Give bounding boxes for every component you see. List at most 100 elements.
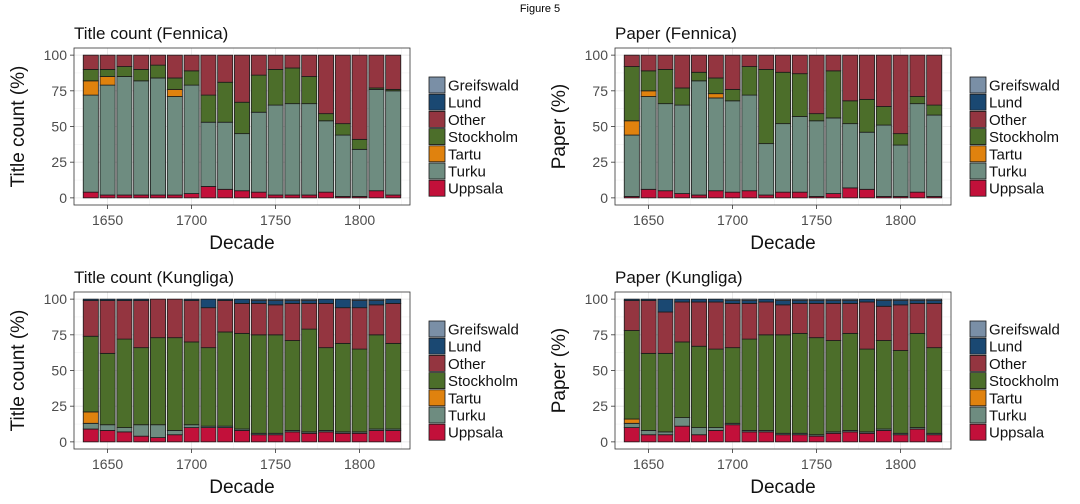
bar-segment-uppsala-1650 bbox=[99, 194, 116, 199]
bar-segment-greifswald-1750 bbox=[267, 298, 284, 301]
bar-segment-uppsala-1720 bbox=[217, 427, 234, 443]
bar-segment-turku-1710 bbox=[741, 94, 758, 192]
bar-segment-uppsala-1660 bbox=[657, 190, 674, 199]
figure-title: Figure 5 bbox=[519, 3, 561, 15]
bar-segment-uppsala-1820 bbox=[385, 194, 402, 199]
bar-segment-turku-1740 bbox=[250, 111, 267, 193]
bars bbox=[82, 54, 402, 199]
bar-segment-other-1640 bbox=[82, 54, 99, 70]
bar-segment-lund-1710 bbox=[741, 300, 758, 304]
bar-segment-other-1770 bbox=[301, 303, 318, 330]
bar-segment-other-1650 bbox=[99, 54, 116, 70]
bar-segment-uppsala-1650 bbox=[99, 430, 116, 443]
bar-segment-other-1760 bbox=[825, 54, 842, 72]
bar-segment-greifswald-1740 bbox=[250, 298, 267, 301]
bar-segment-uppsala-1690 bbox=[707, 190, 724, 199]
legend-label-turku: Turku bbox=[448, 164, 486, 181]
bar-segment-uppsala-1760 bbox=[284, 431, 301, 443]
bar-segment-uppsala-1680 bbox=[691, 194, 707, 199]
bar-segment-stockholm-1790 bbox=[875, 106, 892, 126]
bar-segment-other-1740 bbox=[791, 303, 808, 334]
bar-segment-other-1800 bbox=[892, 304, 909, 351]
bar-segment-tartu-1650 bbox=[99, 76, 116, 86]
y-tick-label: 0 bbox=[59, 190, 67, 206]
bar-segment-uppsala-1760 bbox=[284, 194, 301, 199]
bar-segment-other-1640 bbox=[623, 300, 640, 331]
y-tick-label: 25 bbox=[592, 398, 608, 414]
bar-segment-turku-1730 bbox=[234, 133, 250, 192]
bars bbox=[623, 298, 943, 443]
legend-key-lund bbox=[969, 93, 987, 111]
bar-segment-stockholm-1660 bbox=[657, 352, 674, 433]
bar-segment-greifswald-1800 bbox=[351, 298, 368, 301]
bar-segment-other-1680 bbox=[150, 298, 166, 339]
bar-segment-stockholm-1710 bbox=[741, 338, 758, 431]
bar-segment-uppsala-1790 bbox=[334, 432, 351, 443]
legend-label-other: Other bbox=[448, 356, 486, 373]
bar-segment-turku-1730 bbox=[775, 123, 791, 193]
bar-segment-greifswald-1790 bbox=[875, 298, 892, 301]
bar-segment-uppsala-1750 bbox=[267, 434, 284, 443]
bar-segment-turku-1780 bbox=[318, 120, 334, 193]
bar-segment-lund-1680 bbox=[691, 298, 707, 303]
bar-segment-uppsala-1730 bbox=[234, 430, 250, 443]
bar-segment-stockholm-1790 bbox=[334, 342, 351, 433]
bar-segment-turku-1700 bbox=[183, 84, 200, 194]
bar-segment-other-1800 bbox=[351, 54, 368, 140]
y-axis-label: Paper (%) bbox=[549, 84, 570, 170]
bar-segment-other-1770 bbox=[842, 303, 859, 334]
bar-segment-stockholm-1640 bbox=[623, 66, 640, 122]
bar-segment-other-1740 bbox=[250, 54, 267, 76]
chart-panel-4: Paper (Kungliga) 0 25 50 75 100 1650 1700 1750 18… bbox=[549, 268, 1060, 498]
x-axis-label: Decade bbox=[750, 233, 816, 254]
bar-segment-stockholm-1730 bbox=[775, 71, 791, 125]
bar-segment-uppsala-1780 bbox=[859, 188, 875, 199]
bar-segment-uppsala-1690 bbox=[166, 434, 183, 443]
bar-segment-stockholm-1800 bbox=[351, 138, 368, 150]
bar-segment-lund-1710 bbox=[200, 298, 217, 309]
bar-segment-stockholm-1650 bbox=[640, 70, 657, 92]
y-tick-label: 50 bbox=[592, 363, 608, 379]
bar-segment-stockholm-1800 bbox=[892, 133, 909, 146]
legend-label-lund: Lund bbox=[448, 339, 481, 356]
bar-segment-turku-1790 bbox=[875, 124, 892, 197]
bar-segment-other-1670 bbox=[674, 54, 691, 89]
legend-key-other bbox=[428, 111, 446, 128]
bar-segment-stockholm-1670 bbox=[133, 69, 150, 82]
legend-label-turku: Turku bbox=[989, 408, 1027, 425]
legend-label-stockholm: Stockholm bbox=[989, 129, 1059, 146]
bar-segment-stockholm-1740 bbox=[250, 334, 267, 434]
bar-segment-stockholm-1660 bbox=[116, 338, 133, 428]
bar-segment-other-1710 bbox=[741, 54, 758, 67]
bar-segment-tartu-1650 bbox=[640, 90, 657, 97]
legend: GreifswaldLundOtherStockholmTartuTurkuUp… bbox=[969, 76, 1060, 198]
legend-key-stockholm bbox=[428, 372, 446, 390]
bar-segment-turku-1640 bbox=[623, 134, 640, 197]
bar-segment-lund-1660 bbox=[116, 298, 133, 301]
bar-segment-other-1640 bbox=[623, 54, 640, 67]
legend-label-greifswald: Greifswald bbox=[989, 78, 1060, 95]
bar-segment-turku-1720 bbox=[217, 121, 234, 190]
bar-segment-lund-1820 bbox=[385, 298, 402, 304]
bar-segment-stockholm-1710 bbox=[200, 94, 217, 123]
bar-segment-other-1650 bbox=[99, 300, 116, 354]
bar-segment-tartu-1690 bbox=[166, 88, 183, 97]
bar-segment-uppsala-1770 bbox=[842, 187, 859, 199]
bar-segment-turku-1770 bbox=[301, 103, 318, 196]
bar-segment-stockholm-1760 bbox=[825, 70, 842, 119]
bar-segment-lund-1660 bbox=[657, 298, 674, 313]
bar-segment-uppsala-1700 bbox=[724, 191, 741, 199]
legend-label-uppsala: Uppsala bbox=[448, 181, 504, 198]
bar-segment-uppsala-1770 bbox=[301, 432, 318, 443]
bar-segment-uppsala-1700 bbox=[183, 193, 200, 199]
bar-segment-tartu-1640 bbox=[623, 120, 640, 136]
legend: GreifswaldLundOtherStockholmTartuTurkuUp… bbox=[428, 76, 519, 198]
legend-label-lund: Lund bbox=[448, 95, 481, 112]
legend-key-turku bbox=[969, 162, 987, 180]
bar-segment-lund-1780 bbox=[859, 298, 875, 303]
bar-segment-other-1820 bbox=[385, 303, 402, 344]
bar-segment-uppsala-1650 bbox=[640, 188, 657, 199]
bar-segment-uppsala-1810 bbox=[909, 191, 926, 199]
bar-segment-lund-1690 bbox=[707, 298, 724, 303]
x-tick-label: 1650 bbox=[92, 212, 123, 228]
